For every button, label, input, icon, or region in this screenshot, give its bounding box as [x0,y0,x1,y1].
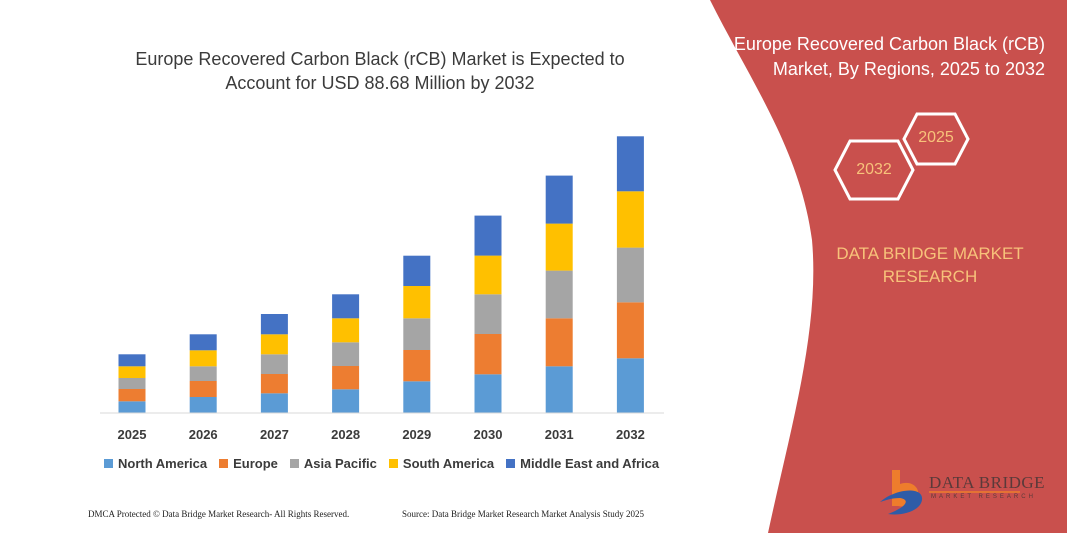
bar-segment-2029-asia-pacific [403,318,431,350]
bar-segment-2032-asia-pacific [616,247,644,303]
bar-segment-2028-south-america [332,318,360,343]
bar-segment-2029-middle-east-and-africa [403,255,431,286]
bar-segment-2032-middle-east-and-africa [616,136,644,192]
x-tick-label: 2032 [616,427,645,442]
bar-segment-2031-south-america [545,223,573,271]
bar-segment-2027-south-america [260,334,288,355]
bar-segment-2027-north-america [260,393,288,413]
bar-segment-2029-south-america [403,286,431,319]
panel-title: Europe Recovered Carbon Black (rCB) Mark… [733,34,1045,79]
legend-item: North America [104,456,207,471]
bar-segment-2030-middle-east-and-africa [474,215,502,256]
bar-segment-2029-north-america [403,381,431,413]
legend-swatch [219,459,229,468]
bar-segment-2031-europe [545,318,573,367]
bar-segment-2028-europe [332,366,360,390]
bar-segment-2026-north-america [189,397,217,413]
x-tick-label: 2030 [474,427,503,442]
legend-swatch [104,459,113,468]
brand-text: DATA BRIDGE MARKET RESEARCH [836,244,1024,286]
legend-item: Middle East and Africa [506,456,659,471]
bar-segment-2029-europe [403,350,431,382]
x-tick-label: 2027 [260,427,289,442]
bar-segment-2030-europe [474,334,502,375]
logo-icon [880,470,923,515]
bar-segment-2027-europe [260,374,288,394]
x-tick-labels: 2025 2026 2027 2028 2029 2030 2031 2032 [118,427,645,442]
bar-segment-2032-north-america [616,358,644,413]
legend-label: Middle East and Africa [520,456,660,471]
bar-segment-2031-asia-pacific [545,270,573,319]
legend-label: North America [118,456,208,471]
legend-item: Asia Pacific [289,456,377,471]
bar-segment-2025-south-america [118,366,146,378]
bar-segment-2025-europe [118,389,146,402]
bar-segment-2028-north-america [332,389,360,413]
logo-name: DATA BRIDGE [929,473,1046,492]
footer-copyright: DMCA Protected © Data Bridge Market Rese… [88,509,350,519]
legend-swatch [506,459,516,468]
bar-segment-2026-middle-east-and-africa [189,334,217,351]
bar-segment-2028-middle-east-and-africa [332,294,360,319]
x-tick-label: 2025 [118,427,147,442]
bar-segment-2027-middle-east-and-africa [260,314,288,335]
bar-segment-2027-asia-pacific [260,354,288,374]
legend-swatch [388,459,398,468]
bar-segment-2026-europe [189,381,217,397]
hexagon-label-2032: 2032 [856,161,892,178]
bar-segment-2030-north-america [474,374,502,413]
bar-segment-2026-south-america [189,350,217,367]
footer-source: Source: Data Bridge Market Research Mark… [402,509,644,519]
legend-label: Europe [233,456,278,471]
hexagon-2025 [902,112,970,166]
legend-item: South America [388,456,495,471]
bar-segment-2025-north-america [118,401,146,413]
logo-subtitle: MARKET RESEARCH [931,494,1036,500]
x-tick-label: 2026 [189,427,218,442]
legend-swatch [289,459,299,468]
bar-segment-2025-middle-east-and-africa [118,354,146,367]
bar-segment-2025-asia-pacific [118,378,146,389]
bar-segment-2032-europe [616,302,644,359]
hexagon-label-2025: 2025 [918,129,954,146]
chart-title: Europe Recovered Carbon Black (rCB) Mark… [135,49,625,93]
bar-segment-2031-middle-east-and-africa [545,175,573,224]
bar-segment-2030-asia-pacific [474,294,502,334]
bar-segment-2026-asia-pacific [189,366,217,381]
legend-label: Asia Pacific [303,456,377,471]
bar-segment-2031-north-america [545,366,573,413]
bar-segment-2028-asia-pacific [332,342,360,366]
legend-label: South America [402,456,495,471]
legend-item: Europe [219,456,278,471]
hexagon-2032 [833,139,915,201]
bar-segment-2030-south-america [474,255,502,295]
x-tick-label: 2031 [545,427,574,442]
red-panel [710,0,1067,533]
stacked-bar-chart [118,136,644,413]
bar-segment-2032-south-america [616,191,644,248]
x-tick-label: 2028 [331,427,360,442]
legend: North America Europe Asia Pacific South Ame… [104,456,659,471]
x-tick-label: 2029 [402,427,431,442]
